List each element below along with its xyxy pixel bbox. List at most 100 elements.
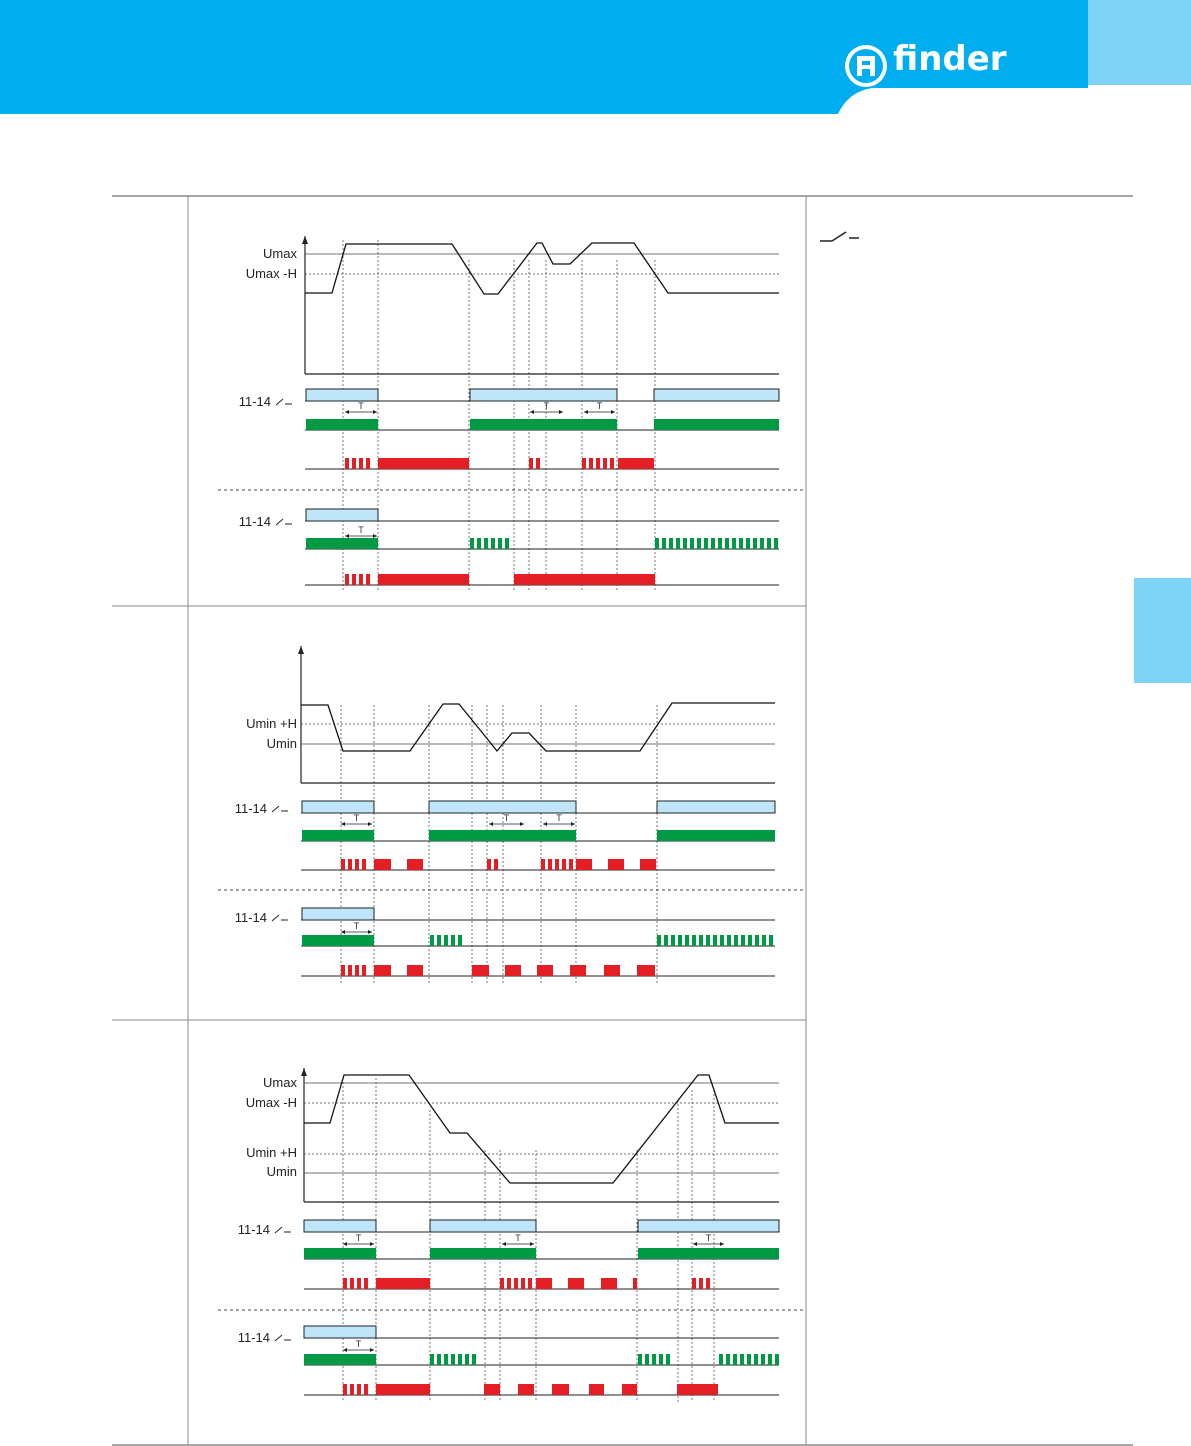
red-led-flashing-stripe (507, 1278, 511, 1289)
red-led-flashing-stripe (521, 1278, 525, 1289)
contact-symbol-icon (275, 398, 292, 406)
green-led-flashing-stripe (753, 538, 757, 549)
timing-panel-2: Umin +H Umin 11-14 T T T 11-14 T (218, 646, 806, 985)
arrow-head-icon (341, 822, 345, 826)
green-led-flashing-stripe (652, 1354, 656, 1365)
contact-symbol-icon (274, 1334, 291, 1342)
arrow-head-icon (520, 822, 524, 826)
red-led-on (677, 1384, 718, 1395)
threshold-label: Umax (263, 246, 297, 261)
contact-closed-pulse (428, 800, 577, 814)
green-led-on (304, 1248, 376, 1259)
red-led-on (484, 1384, 500, 1395)
red-led-on (518, 1384, 534, 1395)
red-led-flashing-stripe (355, 859, 359, 870)
side-index-tab (1134, 578, 1191, 683)
red-led-on (568, 1278, 584, 1289)
contact-closed-pulse (301, 907, 375, 921)
green-led-flashing-stripe (444, 1354, 448, 1365)
red-led-flashing-stripe (699, 1278, 703, 1289)
red-led-flashing-stripe (357, 1278, 361, 1289)
arrow-head-icon (571, 822, 575, 826)
red-led-on (589, 1384, 604, 1395)
green-led-flashing-stripe (657, 935, 661, 946)
red-led-on (376, 1278, 430, 1289)
arrow-head-icon (370, 1348, 374, 1352)
green-led-flashing-stripe (713, 935, 717, 946)
red-led-on (604, 965, 620, 976)
arrow-head-icon (502, 1242, 506, 1246)
timing-panel-1: Umax Umax -H 11-14 T T T 11-14 T (218, 236, 806, 590)
delay-label: T (358, 525, 364, 535)
red-led-flashing-stripe (364, 1278, 368, 1289)
green-led-flashing-stripe (719, 1354, 723, 1365)
red-led-on (374, 965, 391, 976)
red-led-flashing-stripe (528, 1278, 532, 1289)
delay-label: T (556, 813, 562, 823)
arrow-head-icon (489, 822, 493, 826)
green-led-flashing-stripe (711, 538, 715, 549)
green-led-flashing-stripe (767, 538, 771, 549)
threshold-label: Umax -H (246, 1095, 297, 1110)
threshold-label: Umin (267, 736, 297, 751)
brand-name: finder (893, 39, 1007, 79)
contact-closed-pulse (429, 1219, 537, 1233)
contact-label: 11-14 (239, 394, 271, 409)
green-led-on (302, 830, 374, 841)
red-led-flashing-stripe (692, 1278, 696, 1289)
contact-symbol-icon (274, 1226, 291, 1234)
green-led-flashing-stripe (664, 935, 668, 946)
red-led-flashing-stripe (341, 965, 345, 976)
red-led-flashing-stripe (603, 458, 607, 469)
green-led-flashing-stripe (768, 1354, 772, 1365)
contact-closed-pulse (303, 1325, 377, 1339)
green-led-on (638, 1248, 779, 1259)
red-led-flashing-stripe (366, 458, 370, 469)
green-led-flashing-stripe (692, 935, 696, 946)
red-led-flashing-stripe (343, 1384, 347, 1395)
green-led-flashing-stripe (740, 1354, 744, 1365)
contact-label: 11-14 (238, 1330, 270, 1345)
contact-closed-pulse (305, 388, 379, 402)
green-led-on (657, 830, 775, 841)
contact-closed-pulse (637, 1219, 780, 1233)
red-led-flashing-stripe (348, 859, 352, 870)
contact-symbol-icon (271, 914, 288, 922)
arrow-head-icon (343, 1242, 347, 1246)
red-led-flashing-stripe (610, 458, 614, 469)
contact-closed-pulse (301, 800, 375, 814)
green-led-flashing-stripe (458, 1354, 462, 1365)
green-led-flashing-stripe (671, 935, 675, 946)
delay-label: T (358, 401, 364, 411)
green-led-flashing-stripe (741, 935, 745, 946)
red-led-on (570, 965, 586, 976)
contact-blade (271, 805, 280, 813)
green-led-flashing-stripe (760, 538, 764, 549)
red-led-flashing-stripe (536, 458, 540, 469)
red-led-on (537, 965, 553, 976)
red-led-on (378, 574, 469, 585)
threshold-label: Umax -H (246, 266, 297, 281)
arrow-head-icon (543, 822, 547, 826)
red-led-flashing-stripe (355, 965, 359, 976)
red-led-on (536, 1278, 552, 1289)
arrow-head-icon (530, 1242, 534, 1246)
green-led-flashing-stripe (727, 935, 731, 946)
delay-label: T (504, 813, 510, 823)
green-led-flashing-stripe (451, 935, 455, 946)
green-led-flashing-stripe (477, 538, 481, 549)
red-led-on (576, 859, 592, 870)
green-led-flashing-stripe (769, 935, 773, 946)
contact-label: 11-14 (238, 1222, 270, 1237)
red-led-on (640, 859, 656, 870)
red-led-on (505, 965, 521, 976)
arrow-head-icon (368, 930, 372, 934)
green-led-flashing-stripe (746, 538, 750, 549)
arrow-head-icon (611, 410, 615, 414)
green-led-flashing-stripe (699, 935, 703, 946)
green-led-flashing-stripe (775, 1354, 779, 1365)
page-header (0, 0, 1191, 114)
green-led-flashing-stripe (444, 935, 448, 946)
green-led-flashing-stripe (662, 538, 666, 549)
